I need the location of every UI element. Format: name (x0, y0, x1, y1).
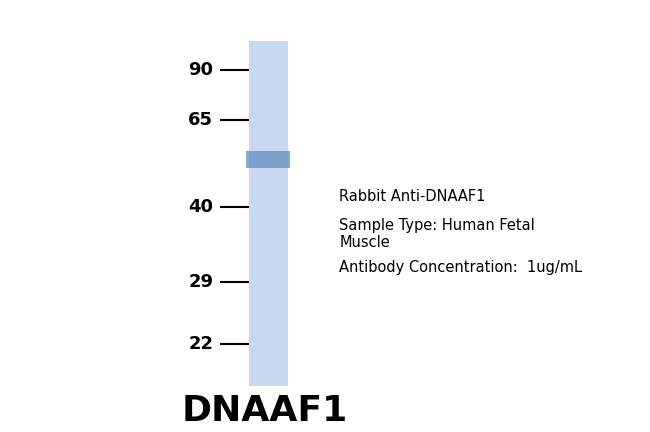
Text: Antibody Concentration:  1ug/mL: Antibody Concentration: 1ug/mL (339, 260, 582, 275)
Text: DNAAF1: DNAAF1 (182, 394, 348, 428)
Bar (249, 41, 287, 386)
Text: 22: 22 (188, 335, 213, 353)
Bar (246, 151, 290, 168)
Text: 29: 29 (188, 273, 213, 291)
Text: 40: 40 (188, 198, 213, 216)
Text: Muscle: Muscle (339, 235, 390, 250)
Text: Rabbit Anti-DNAAF1: Rabbit Anti-DNAAF1 (339, 190, 486, 204)
Text: 65: 65 (188, 111, 213, 129)
Text: Sample Type: Human Fetal: Sample Type: Human Fetal (339, 219, 535, 233)
Text: 90: 90 (188, 61, 213, 79)
